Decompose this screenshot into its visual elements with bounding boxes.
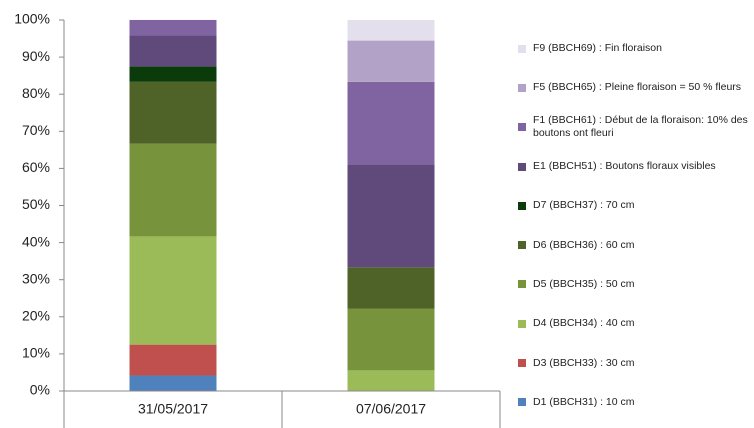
bar-segment: [129, 375, 217, 391]
bar-segment: [129, 66, 217, 82]
legend-item: E1 (BBCH51) : Boutons floraux visibles: [518, 147, 750, 186]
legend-item: D4 (BBCH34) : 40 cm: [518, 304, 750, 343]
legend-swatch: [518, 123, 526, 132]
y-tick-label: 30%: [22, 270, 50, 286]
y-tick-label: 80%: [22, 85, 50, 101]
bar-segment: [347, 267, 435, 309]
legend-label: D4 (BBCH34) : 40 cm: [533, 317, 635, 330]
legend-swatch: [518, 44, 526, 53]
legend-item: D6 (BBCH36) : 60 cm: [518, 225, 750, 264]
legend-swatch: [518, 280, 526, 289]
y-tick-label: 20%: [22, 308, 50, 324]
legend-swatch: [518, 83, 526, 92]
bar-segment: [129, 35, 217, 67]
y-tick-label: 0%: [30, 382, 50, 398]
legend-label: D3 (BBCH33) : 30 cm: [533, 356, 635, 369]
bar-segment: [347, 164, 435, 268]
legend: F9 (BBCH69) : Fin floraison F5 (BBCH65) :…: [518, 29, 750, 422]
legend-swatch: [518, 319, 526, 328]
bar-segment: [129, 344, 217, 376]
legend-swatch: [518, 398, 526, 407]
legend-label: F5 (BBCH65) : Pleine floraison = 50 % fl…: [533, 81, 742, 94]
legend-item: D3 (BBCH33) : 30 cm: [518, 343, 750, 382]
bar-segment: [347, 19, 435, 41]
legend-item: D1 (BBCH31) : 10 cm: [518, 383, 750, 422]
legend-item: F9 (BBCH69) : Fin floraison: [518, 29, 750, 68]
y-tick-label: 100%: [14, 11, 50, 27]
y-tick-label: 40%: [22, 233, 50, 249]
legend-label: D7 (BBCH37) : 70 cm: [533, 199, 635, 212]
y-tick-label: 60%: [22, 159, 50, 175]
x-tick-label: 07/06/2017: [356, 401, 426, 417]
legend-item: F1 (BBCH61) : Début de la floraison: 10%…: [518, 108, 750, 147]
legend-label: F9 (BBCH69) : Fin floraison: [533, 42, 662, 55]
legend-swatch: [518, 162, 526, 171]
bar-segment: [347, 308, 435, 371]
y-tick-label: 90%: [22, 48, 50, 64]
legend-label: D1 (BBCH31) : 10 cm: [533, 395, 635, 408]
legend-swatch: [518, 359, 526, 368]
legend-label: D6 (BBCH36) : 60 cm: [533, 238, 635, 251]
legend-item: D5 (BBCH35) : 50 cm: [518, 265, 750, 304]
legend-item: F5 (BBCH65) : Pleine floraison = 50 % fl…: [518, 68, 750, 107]
bar-segment: [129, 236, 217, 345]
legend-swatch: [518, 241, 526, 250]
legend-label: D5 (BBCH35) : 50 cm: [533, 277, 635, 290]
bar-segment: [347, 40, 435, 82]
bar-segment: [129, 143, 217, 237]
legend-swatch: [518, 201, 526, 210]
legend-item: D7 (BBCH37) : 70 cm: [518, 186, 750, 225]
y-tick-label: 70%: [22, 122, 50, 138]
legend-label: E1 (BBCH51) : Boutons floraux visibles: [533, 160, 716, 173]
y-tick-label: 10%: [22, 345, 50, 361]
legend-label: F1 (BBCH61) : Début de la floraison: 10%…: [533, 114, 748, 140]
y-tick-label: 50%: [22, 196, 50, 212]
bar-segment: [129, 19, 217, 36]
bar-segment: [129, 81, 217, 144]
bar-segment: [347, 370, 435, 391]
x-tick-label: 31/05/2017: [138, 401, 208, 417]
bar-segment: [347, 81, 435, 165]
